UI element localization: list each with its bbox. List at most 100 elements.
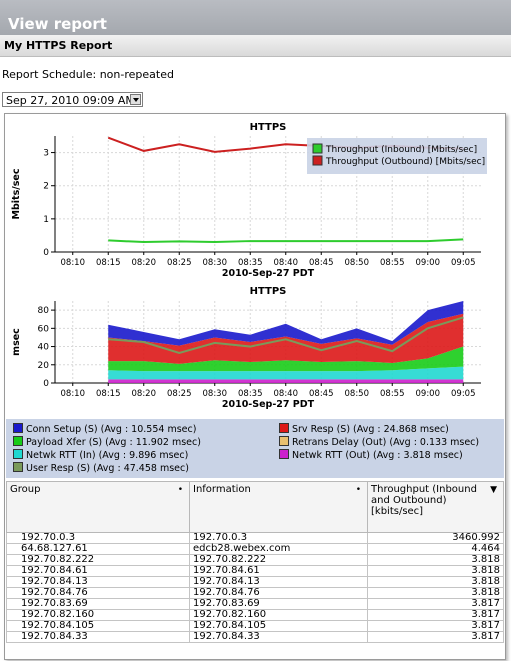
report-schedule: Report Schedule: non-repeated — [2, 68, 174, 81]
cell-information: 192.70.84.61 — [189, 565, 368, 577]
x-tick-label: 08:20 — [132, 389, 157, 399]
x-axis-label: 2010-Sep-27 PDT — [222, 268, 315, 279]
cell-group: 192.70.84.61 — [6, 565, 190, 577]
table-row[interactable]: 192.70.84.33 192.70.84.33 3.817 — [6, 631, 504, 643]
legend-label: User Resp (S) (Avg : 47.458 msec) — [26, 463, 189, 474]
legend-label: Netwk RTT (Out) (Avg : 3.818 msec) — [292, 450, 463, 461]
table-row[interactable]: 192.70.0.3 192.70.0.3 3460.992 — [6, 532, 504, 544]
legend-swatch — [13, 436, 23, 446]
cell-throughput: 3460.992 — [367, 532, 504, 544]
y-tick-label: 1 — [43, 215, 49, 225]
cell-group: 192.70.0.3 — [6, 532, 190, 544]
x-tick-label: 09:00 — [416, 389, 441, 399]
column-menu-icon[interactable]: • — [355, 485, 361, 495]
legend-swatch — [13, 423, 23, 433]
y-axis-label: Mbits/sec — [11, 169, 22, 220]
x-tick-label: 08:55 — [380, 389, 405, 399]
legend-swatch — [279, 423, 289, 433]
cell-throughput: 3.818 — [367, 554, 504, 566]
table-row[interactable]: 192.70.84.61 192.70.84.61 3.818 — [6, 565, 504, 577]
x-tick-label: 09:05 — [451, 389, 476, 399]
table-row[interactable]: 192.70.82.222 192.70.82.222 3.818 — [6, 554, 504, 566]
x-tick-label: 08:30 — [203, 389, 228, 399]
legend-item: Srv Resp (S) (Avg : 24.868 msec) — [279, 423, 449, 435]
legend-item: Conn Setup (S) (Avg : 10.554 msec) — [13, 423, 196, 435]
cell-group: 192.70.84.76 — [6, 587, 190, 599]
table-row[interactable]: 192.70.82.160 192.70.82.160 3.817 — [6, 609, 504, 621]
legend-item: Netwk RTT (In) (Avg : 9.896 msec) — [13, 449, 188, 461]
x-tick-label: 09:05 — [451, 258, 476, 268]
y-tick-label: 40 — [38, 343, 50, 353]
legend-item: Payload Xfer (S) (Avg : 11.902 msec) — [13, 436, 201, 448]
y-tick-label: 3 — [43, 149, 49, 159]
area-series — [108, 301, 464, 346]
cell-group: 192.70.82.222 — [6, 554, 190, 566]
latency-chart: HTTPS 0 20 40 60 80 08:10 08:15 08:20 08:25 08:30 0… — [11, 286, 481, 410]
legend-label: Srv Resp (S) (Avg : 24.868 msec) — [292, 424, 449, 435]
results-table: Group • Information • Throughput (Inbound … — [6, 481, 504, 643]
cell-information: 192.70.0.3 — [189, 532, 368, 544]
cell-throughput: 3.818 — [367, 565, 504, 577]
sort-desc-icon[interactable]: ▼ — [490, 485, 497, 495]
legend-label: Throughput (Outbound) [Mbits/sec] — [325, 157, 485, 167]
chart-title: HTTPS — [250, 122, 287, 133]
table-row[interactable]: 192.70.84.76 192.70.84.76 3.818 — [6, 587, 504, 599]
series-line — [108, 238, 464, 244]
legend-label: Conn Setup (S) (Avg : 10.554 msec) — [26, 424, 197, 435]
column-header-throughput[interactable]: Throughput (Inbound and Outbound) [kbits… — [367, 481, 504, 533]
area-series — [108, 346, 464, 372]
table-row[interactable]: 192.70.83.69 192.70.83.69 3.817 — [6, 598, 504, 610]
x-tick-label: 08:45 — [309, 258, 334, 268]
cell-throughput: 3.818 — [367, 576, 504, 588]
x-tick-label: 08:50 — [345, 389, 370, 399]
date-select[interactable]: Sep 27, 2010 09:09 AM — [2, 92, 143, 107]
chart-title: HTTPS — [250, 286, 287, 297]
cell-information: 192.70.82.160 — [189, 609, 368, 621]
x-tick-label: 08:40 — [274, 258, 299, 268]
x-tick-label: 08:10 — [61, 389, 86, 399]
cell-throughput: 3.817 — [367, 620, 504, 632]
y-tick-label: 80 — [38, 306, 50, 316]
x-tick-label: 08:45 — [309, 389, 334, 399]
table-row[interactable]: 64.68.127.61 edcb28.webex.com 4.464 — [6, 543, 504, 555]
cell-group: 192.70.84.33 — [6, 631, 190, 643]
x-tick-label: 08:25 — [167, 258, 192, 268]
area-series — [108, 366, 464, 380]
legend-swatch — [312, 155, 323, 166]
x-tick-label: 08:50 — [345, 258, 370, 268]
cell-information: edcb28.webex.com — [189, 543, 368, 555]
report-name-bar: My HTTPS Report — [0, 35, 511, 57]
y-tick-label: 0 — [43, 379, 49, 389]
legend-label: Netwk RTT (In) (Avg : 9.896 msec) — [26, 450, 189, 461]
chevron-down-icon[interactable] — [130, 94, 141, 105]
cell-information: 192.70.84.13 — [189, 576, 368, 588]
cell-throughput: 3.818 — [367, 587, 504, 599]
column-header-information[interactable]: Information • — [189, 481, 368, 533]
legend-item: Netwk RTT (Out) (Avg : 3.818 msec) — [279, 449, 463, 461]
legend-item: User Resp (S) (Avg : 47.458 msec) — [13, 462, 189, 474]
legend-swatch — [13, 449, 23, 459]
legend-swatch — [13, 462, 23, 472]
cell-throughput: 3.817 — [367, 631, 504, 643]
window-title: View report — [8, 15, 107, 33]
series-line — [108, 316, 464, 354]
y-tick-label: 0 — [43, 248, 49, 258]
x-tick-label: 09:00 — [416, 258, 441, 268]
x-tick-label: 08:40 — [274, 389, 299, 399]
legend-swatch — [279, 436, 289, 446]
table-row[interactable]: 192.70.84.105 192.70.84.105 3.817 — [6, 620, 504, 632]
column-header-group[interactable]: Group • — [6, 481, 190, 533]
x-tick-label: 08:35 — [238, 389, 263, 399]
table-row[interactable]: 192.70.84.13 192.70.84.13 3.818 — [6, 576, 504, 588]
column-menu-icon[interactable]: • — [177, 485, 183, 495]
area-series — [108, 379, 464, 383]
cell-group: 192.70.84.105 — [6, 620, 190, 632]
legend-label: Retrans Delay (Out) (Avg : 0.133 msec) — [292, 437, 480, 448]
legend-swatch — [279, 449, 289, 459]
x-tick-label: 08:25 — [167, 389, 192, 399]
report-panel: HTTPS 0 1 2 3 08:10 08:15 08:20 08:25 08:30 08:35 0… — [4, 113, 506, 660]
y-tick-label: 60 — [38, 324, 50, 334]
x-tick-label: 08:55 — [380, 258, 405, 268]
cell-information: 192.70.82.222 — [189, 554, 368, 566]
x-tick-label: 08:15 — [96, 258, 121, 268]
